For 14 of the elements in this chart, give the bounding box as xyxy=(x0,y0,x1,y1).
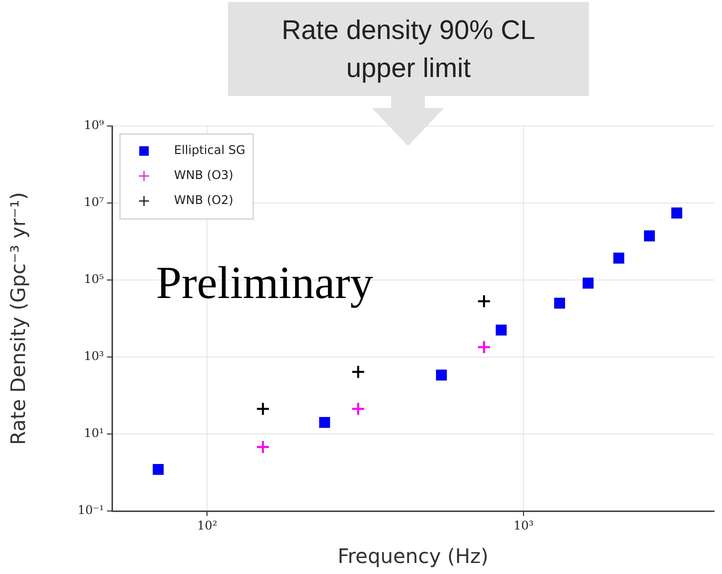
y-axis-title: Rate Density (Gpc⁻³ yr⁻¹) xyxy=(6,192,30,445)
annotation: Preliminary xyxy=(156,256,374,309)
y-tick-label: 10¹ xyxy=(84,426,104,440)
y-tick-label: 10⁻¹ xyxy=(78,503,104,518)
legend-label: WNB (O3) xyxy=(174,168,234,182)
text: Rate density 90% CL upper limit xyxy=(228,2,589,96)
y-tick-label: 10⁹ xyxy=(84,118,104,132)
y-tick-label: 10³ xyxy=(84,349,104,364)
x-axis-title: Frequency (Hz) xyxy=(338,544,488,568)
y-tick-label: 10⁷ xyxy=(84,195,104,210)
legend-label: Elliptical SG xyxy=(174,143,246,158)
y-tick-label: 10⁵ xyxy=(84,272,104,286)
legend-label: WNB (O2) xyxy=(174,193,234,208)
x-tick-label: 10² xyxy=(197,518,218,532)
